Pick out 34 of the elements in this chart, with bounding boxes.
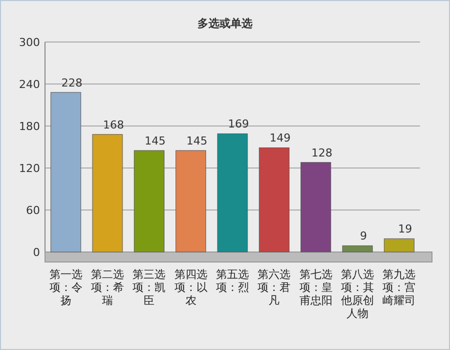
x-tick-label: 第八选项：其他原创人物: [341, 268, 374, 320]
y-tick-label: 300: [19, 36, 40, 49]
x-tick-label: 第九选项：宫崎耀司: [382, 268, 416, 307]
bar: [384, 238, 414, 252]
bar: [258, 147, 290, 252]
bar: [92, 134, 123, 252]
x-tick-label: 第六选项：君凡: [258, 268, 291, 307]
x-tick-label: 第一选项：令扬: [49, 268, 82, 307]
y-tick-label: 60: [26, 204, 40, 217]
data-label: 228: [61, 76, 82, 90]
chart-title: 多选或单选: [198, 17, 252, 30]
data-label: 9: [360, 230, 367, 243]
bar: [134, 150, 164, 252]
data-label: 168: [103, 118, 124, 132]
x-tick-label: 第四选项：以农: [174, 268, 208, 307]
data-label: 145: [186, 134, 208, 148]
y-tick-label: 240: [19, 78, 40, 91]
x-tick-label: 第三选项：凯臣: [132, 268, 166, 307]
x-tick-label: 第五选项：烈: [216, 268, 249, 294]
x-tick-label: 第七选项：皇甫忠阳: [299, 268, 332, 307]
y-tick-label: 0: [33, 246, 40, 259]
bar: [217, 133, 248, 252]
bar: [50, 92, 82, 252]
data-label: 145: [144, 134, 166, 148]
bar: [342, 245, 373, 252]
y-tick-label: 120: [19, 162, 40, 175]
bar: [300, 162, 332, 252]
data-label: 149: [270, 132, 291, 145]
y-tick-label: 180: [19, 120, 40, 133]
bar: [176, 150, 206, 252]
data-label: 19: [398, 222, 412, 236]
x-tick-label: 第二选项：希瑞: [91, 268, 124, 307]
data-label: 128: [311, 146, 332, 160]
data-label: 169: [228, 118, 249, 131]
